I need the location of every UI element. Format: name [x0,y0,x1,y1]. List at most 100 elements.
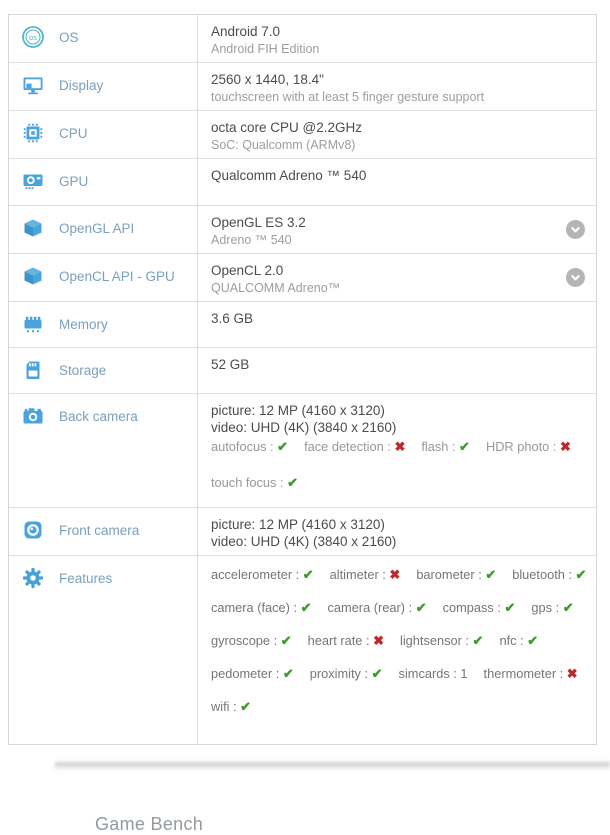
screenshot-bottom-shadow [55,762,610,771]
features-line: pedometer : ✔ proximity : ✔ simcards : 1 th… [211,664,602,684]
back-camera-video-value: video: UHD (4K) (3840 x 2160) [211,420,397,435]
spec-row-gpu-header: GPU [9,159,198,205]
spec-row-front-camera: Front camera picture: 12 MP (4160 x 3120… [9,508,596,556]
front-camera-video-value: video: UHD (4K) (3840 x 2160) [211,534,397,549]
spec-row-memory-header: Memory [9,302,198,347]
feature-item: gps : ✔ [531,600,574,615]
memory-icon [21,312,45,336]
feature-value: 1 [460,666,468,681]
os-icon: os [21,25,45,49]
check-icon: ✔ [300,600,312,615]
features-line: gyroscope : ✔ heart rate : ✖ lightsensor :… [211,631,602,651]
check-icon: ✔ [240,699,252,714]
display-icon [21,73,45,97]
spec-row-memory: Memory 3.6 GB [9,302,596,348]
opencl-expand-button[interactable] [566,268,585,287]
check-icon: ✔ [485,567,497,582]
spec-row-storage: Storage 52 GB [9,348,596,394]
gpu-icon [21,169,45,193]
check-icon: ✔ [282,666,294,681]
check-icon: ✔ [280,633,292,648]
feature-item: compass : ✔ [442,600,516,615]
check-icon: ✔ [371,666,383,681]
opengl-subvalue: Adreno ™ 540 [211,233,292,247]
check-icon: ✔ [527,633,539,648]
spec-row-display: Display 2560 x 1440, 18.4" touchscreen w… [9,63,596,111]
memory-value: 3.6 GB [211,311,254,326]
check-icon: ✔ [472,633,484,648]
back-camera-picture-value: picture: 12 MP (4160 x 3120) [211,403,385,418]
spec-row-opencl-api-gpu: OpenCL API - GPU OpenCL 2.0 QUALCOMM Adr… [9,254,596,302]
spec-row-back-camera-header: Back camera [9,394,198,507]
back-camera-feature-line: autofocus : ✔ face detection : ✖ flash : ✔… [211,437,587,457]
spec-row-opengl-header: OpenGL API [9,206,198,253]
spec-row-os-header: os OS [9,15,198,62]
cpu-icon [21,121,45,145]
feature-item: HDR photo : ✖ [485,439,571,454]
spec-row-opencl-label: OpenCL API - GPU [59,269,175,284]
features-line: accelerometer : ✔ altimeter : ✖ barometer … [211,565,602,585]
spec-row-opengl-label: OpenGL API [59,221,135,236]
spec-row-back-camera: Back camera picture: 12 MP (4160 x 3120)… [9,394,596,508]
storage-icon [21,358,45,382]
spec-row-features-label: Features [59,571,113,586]
spec-row-front-camera-header: Front camera [9,508,198,555]
feature-item: altimeter : ✖ [329,567,401,582]
opencl-subvalue: QUALCOMM Adreno™ [211,281,341,295]
chevron-down-icon [571,227,580,233]
gpu-value: Qualcomm Adreno ™ 540 [211,168,367,183]
feature-item: simcards : 1 [398,666,468,681]
spec-row-os: os OS Android 7.0 Android FIH Edition [9,15,596,63]
features-line: wifi : ✔ [211,697,602,717]
cross-icon: ✖ [566,666,578,681]
feature-item: gyroscope : ✔ [211,633,292,648]
front-camera-icon [21,518,45,542]
check-icon: ✔ [562,600,574,615]
feature-item: thermometer : ✖ [483,666,578,681]
display-value: 2560 x 1440, 18.4" [211,72,324,87]
feature-item: camera (face) : ✔ [211,600,312,615]
feature-item: pedometer : ✔ [211,666,294,681]
check-icon: ✔ [302,567,314,582]
back-camera-feature-line: touch focus : ✔ [211,473,587,493]
feature-item: touch focus : ✔ [211,475,299,490]
os-value: Android 7.0 [211,24,281,39]
opengl-expand-button[interactable] [566,220,585,239]
spec-row-display-label: Display [59,78,104,93]
device-spec-table: os OS Android 7.0 Android FIH Edition Di… [8,14,597,745]
check-icon: ✔ [504,600,516,615]
storage-value: 52 GB [211,357,250,372]
spec-row-opencl-header: OpenCL API - GPU [9,254,198,301]
spec-row-back-camera-label: Back camera [59,409,138,424]
features-line: camera (face) : ✔ camera (rear) : ✔ compas… [211,598,602,618]
cross-icon: ✖ [394,439,406,454]
check-icon: ✔ [287,475,299,490]
spec-row-storage-header: Storage [9,348,198,393]
cpu-value: octa core CPU @2.2GHz [211,120,363,135]
feature-item: bluetooth : ✔ [512,567,587,582]
opencl-cube-icon [21,264,45,288]
front-camera-picture-value: picture: 12 MP (4160 x 3120) [211,517,385,532]
opengl-value: OpenGL ES 3.2 [211,215,306,230]
feature-item: lightsensor : ✔ [399,633,484,648]
feature-item: barometer : ✔ [416,567,497,582]
opencl-value: OpenCL 2.0 [211,263,284,278]
back-camera-icon [21,404,45,428]
os-subvalue: Android FIH Edition [211,42,320,56]
features-gear-icon [21,566,45,590]
display-subvalue: touchscreen with at least 5 finger gestu… [211,90,485,104]
spec-row-gpu-label: GPU [59,174,89,189]
spec-row-gpu: GPU Qualcomm Adreno ™ 540 [9,159,596,206]
feature-item: heart rate : ✖ [307,633,384,648]
feature-item: face detection : ✖ [304,439,406,454]
feature-item: camera (rear) : ✔ [327,600,427,615]
spec-row-storage-label: Storage [59,363,107,378]
cpu-subvalue: SoC: Qualcomm (ARMv8) [211,138,356,152]
chevron-down-icon [571,275,580,281]
check-icon: ✔ [415,600,427,615]
feature-item: wifi : ✔ [211,699,252,714]
feature-item: autofocus : ✔ [211,439,289,454]
feature-item: flash : ✔ [421,439,470,454]
spec-row-cpu: CPU octa core CPU @2.2GHz SoC: Qualcomm … [9,111,596,159]
cross-icon: ✖ [389,567,401,582]
